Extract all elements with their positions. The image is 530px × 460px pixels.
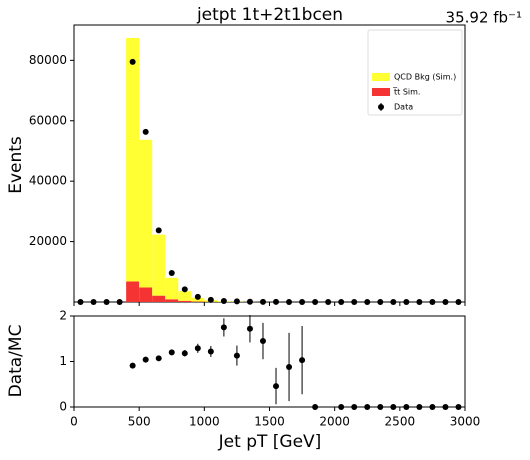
- ratio-point: [220, 324, 227, 331]
- data-point: [364, 298, 371, 305]
- data-point: [220, 297, 227, 304]
- data-point: [259, 298, 266, 305]
- data-point: [90, 299, 97, 305]
- ratio-point: [442, 404, 449, 410]
- ratio-point: [429, 404, 436, 410]
- ratio-point: [299, 357, 306, 364]
- ratio-point: [286, 363, 293, 370]
- ratio-point: [364, 404, 371, 410]
- data-point: [403, 299, 410, 305]
- ratio-point: [259, 338, 266, 345]
- legend-marker: [378, 104, 384, 110]
- x-tick-label: 1500: [254, 415, 285, 429]
- histogram-bar: [139, 139, 153, 288]
- legend-label: QCD Bkg (Sim.): [394, 73, 456, 82]
- ratio-point: [455, 404, 462, 410]
- ratio-point: [246, 325, 253, 332]
- ratio-point: [390, 404, 397, 410]
- ratio-point: [403, 404, 410, 410]
- ratio-point: [181, 350, 188, 357]
- data-point: [207, 296, 214, 303]
- ratio-point: [168, 349, 175, 356]
- histogram-bar: [152, 295, 166, 302]
- ratio-point: [194, 345, 201, 352]
- data-point: [442, 299, 449, 305]
- ratio-point: [142, 356, 149, 363]
- data-point: [181, 286, 188, 293]
- data-point: [312, 298, 319, 305]
- histogram-bar: [126, 37, 140, 282]
- data-point: [194, 293, 201, 300]
- data-point: [286, 298, 293, 305]
- ratio-point: [351, 404, 358, 410]
- y-tick-label: 20000: [29, 234, 67, 248]
- data-point: [390, 299, 397, 305]
- ratio-point: [416, 404, 423, 410]
- ratio-y-axis-label: Data/MC: [6, 325, 26, 398]
- data-point: [155, 227, 162, 234]
- data-point: [168, 270, 175, 277]
- histogram-bar: [126, 281, 140, 302]
- ratio-point: [129, 362, 136, 369]
- legend-label: t̅t Sim.: [392, 86, 420, 96]
- data-point: [273, 298, 280, 305]
- chart-title: jetpt 1t+2t1bcen: [196, 5, 343, 25]
- data-point: [103, 299, 110, 305]
- y-tick-label: 0: [59, 400, 67, 414]
- data-point: [77, 299, 84, 305]
- ratio-point: [233, 352, 240, 359]
- y-tick-label: 80000: [29, 53, 67, 67]
- ratio-point: [377, 404, 384, 410]
- data-point: [142, 128, 149, 135]
- ratio-point: [338, 404, 345, 410]
- histogram-bar: [178, 291, 192, 301]
- y-tick-label: 40000: [29, 174, 67, 188]
- ratio-point: [155, 355, 162, 362]
- data-point: [429, 299, 436, 305]
- x-tick-label: 3000: [450, 415, 481, 429]
- ratio-point: [207, 348, 214, 355]
- data-point: [325, 299, 332, 305]
- data-point: [299, 298, 306, 305]
- histogram-bar: [152, 234, 166, 296]
- data-point: [116, 299, 123, 305]
- histogram-bar: [178, 300, 192, 302]
- ratio-point: [273, 383, 280, 390]
- data-point: [233, 298, 240, 305]
- x-axis-label: Jet pT [GeV]: [218, 432, 322, 452]
- x-tick-label: 2500: [385, 415, 416, 429]
- legend-marker: [372, 88, 390, 96]
- x-tick-label: 2000: [319, 415, 350, 429]
- legend: [367, 29, 463, 116]
- lumi-label: 35.92 fb⁻¹: [446, 9, 522, 27]
- y-tick-label: 2: [59, 309, 67, 323]
- data-point: [351, 298, 358, 305]
- data-point: [416, 299, 423, 305]
- x-tick-label: 500: [128, 415, 151, 429]
- x-tick-label: 0: [70, 415, 78, 429]
- data-point: [246, 298, 253, 305]
- ratio-point: [312, 404, 319, 410]
- data-point: [455, 299, 462, 305]
- data-point: [129, 58, 136, 65]
- data-point: [338, 298, 345, 305]
- y-axis-label: Events: [6, 136, 26, 194]
- histogram-bar: [165, 299, 179, 302]
- y-tick-label: 60000: [29, 113, 67, 127]
- histogram-bar: [139, 287, 153, 302]
- histogram-bar: [165, 277, 179, 300]
- legend-marker: [372, 73, 390, 81]
- legend-label: Data: [394, 103, 413, 112]
- x-tick-label: 1000: [189, 415, 220, 429]
- y-tick-label: 1: [59, 354, 67, 368]
- ratio-frame: [73, 315, 466, 408]
- data-point: [377, 299, 384, 305]
